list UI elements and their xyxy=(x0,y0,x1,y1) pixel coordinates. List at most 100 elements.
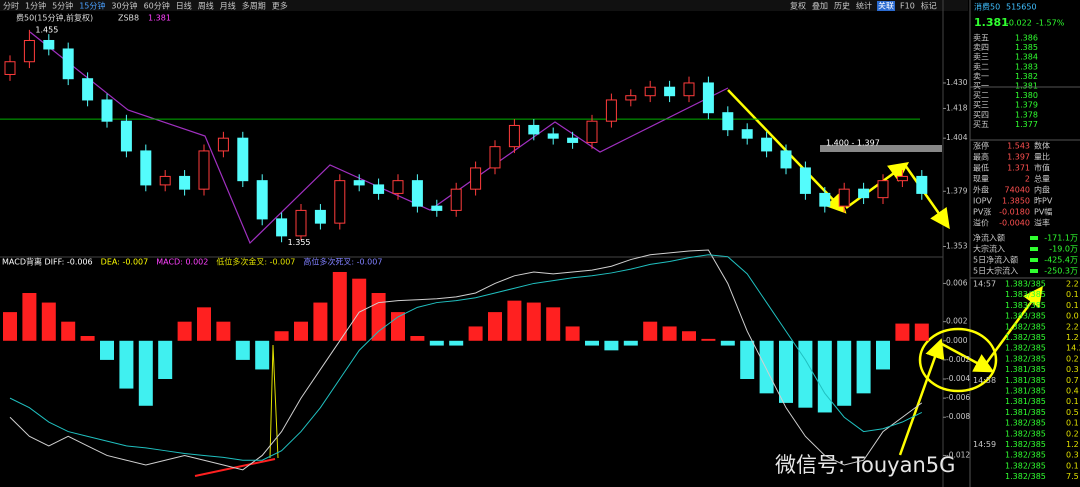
macd-bar xyxy=(856,340,871,394)
code: ZSB8 xyxy=(118,14,139,23)
tool-button[interactable]: 关联 xyxy=(878,1,894,11)
y-tick-label: -0.002 xyxy=(946,355,970,364)
period-tab[interactable]: 60分钟 xyxy=(144,1,170,11)
candle-body xyxy=(605,99,617,122)
period-tab[interactable]: 多周期 xyxy=(242,1,266,11)
flow-value: -250.3万 xyxy=(1044,267,1078,276)
y-tick-label: -0.004 xyxy=(946,374,970,383)
period-tab[interactable]: 1分钟 xyxy=(25,1,46,11)
period-tab[interactable]: 周线 xyxy=(198,1,214,11)
high-annotation: 1.455 xyxy=(35,25,58,34)
tool-button[interactable]: 历史 xyxy=(834,1,850,11)
candle-body xyxy=(664,86,676,97)
candle-body xyxy=(140,150,152,186)
tool-button[interactable]: 叠加 xyxy=(812,1,828,11)
y-tick-label: -0.012 xyxy=(946,450,970,459)
y-tick-label: 1.353 xyxy=(946,242,968,251)
candle-body xyxy=(101,99,113,122)
candle-body xyxy=(450,188,462,211)
tick-volume: 0.1 xyxy=(1066,397,1079,406)
macd-bar xyxy=(779,340,793,403)
macd-bar xyxy=(274,331,289,341)
candle-body xyxy=(159,175,171,186)
candle-body xyxy=(217,137,229,152)
y-tick-label: 1.430 xyxy=(946,78,968,87)
candle-body xyxy=(470,167,482,190)
candle-body xyxy=(741,129,753,139)
flow-label: 净流入额 xyxy=(973,233,1005,243)
tick-volume: 0.2 xyxy=(1066,429,1079,438)
book-label: 买一 xyxy=(973,82,989,91)
tick-price: 1.381/385 xyxy=(1005,365,1046,374)
y-tick-label: 1.404 xyxy=(946,133,968,142)
tool-button[interactable]: 复权 xyxy=(790,1,806,11)
macd-bar xyxy=(720,340,735,346)
period-tab[interactable]: 分时 xyxy=(3,1,19,11)
candle-body xyxy=(276,218,288,237)
macd-bar xyxy=(371,293,386,341)
macd-bar xyxy=(3,312,17,341)
tool-button[interactable]: 统计 xyxy=(856,1,872,11)
tick-time: 14:58 xyxy=(973,376,996,385)
macd-bar xyxy=(429,340,444,346)
tick-volume: 0.5 xyxy=(1066,408,1079,417)
macd-bar xyxy=(837,340,852,406)
candle-body xyxy=(4,61,16,75)
stat-value: 1.543 xyxy=(1007,142,1030,151)
stat-label: 最低 xyxy=(973,163,989,173)
macd-bar xyxy=(740,340,755,380)
tick-price: 1.383/385 xyxy=(1005,280,1046,289)
y-tick-label: 1.379 xyxy=(946,186,968,195)
period-tab[interactable]: 30分钟 xyxy=(111,1,137,11)
tick-volume: 0.0 xyxy=(1066,312,1079,321)
macd-bar xyxy=(604,340,619,351)
flow-bar xyxy=(1030,247,1038,251)
macd-bar xyxy=(585,340,599,346)
period-tab[interactable]: 日线 xyxy=(176,1,192,11)
candle-body xyxy=(411,180,423,207)
stat-value: -0.0180 xyxy=(999,208,1030,217)
book-label: 买二 xyxy=(973,91,989,100)
tick-volume: 0.3 xyxy=(1066,451,1079,460)
tick-time: 14:59 xyxy=(973,440,996,449)
annotation-arrows xyxy=(727,89,1043,456)
diff-line xyxy=(9,249,923,471)
candle-body xyxy=(431,205,443,211)
macd-legend: 低位多次金叉: -0.007 xyxy=(216,257,295,267)
tick-volume: 1.2 xyxy=(1066,440,1079,449)
tick-time: 14:57 xyxy=(973,280,996,289)
tick-price: 1.381/385 xyxy=(1005,397,1046,406)
book-label: 卖二 xyxy=(973,62,989,71)
period-tab[interactable]: 5分钟 xyxy=(52,1,73,11)
macd-bar xyxy=(759,340,774,394)
arrow xyxy=(983,285,1043,366)
arrow xyxy=(939,341,995,373)
tool-button[interactable]: F10 xyxy=(900,2,915,11)
period-tab[interactable]: 15分钟 xyxy=(79,1,105,11)
macd-bar xyxy=(662,326,677,341)
arrow xyxy=(845,162,910,210)
tick-price: 1.382/385 xyxy=(1005,440,1046,449)
low-annotation: 1.355 xyxy=(288,238,311,247)
tick-price: 1.382/385 xyxy=(1005,354,1046,363)
flow-bar xyxy=(1030,236,1038,240)
book-price: 1.384 xyxy=(1015,53,1038,62)
tick-volume: 0.1 xyxy=(1066,290,1079,299)
candle-body xyxy=(295,209,307,237)
candle-body xyxy=(353,180,365,186)
candle-body xyxy=(256,180,268,220)
tick-volume: 0.1 xyxy=(1066,301,1079,310)
period-tab[interactable]: 更多 xyxy=(272,1,288,11)
tick-price: 1.383/385 xyxy=(1005,312,1046,321)
macd-bar xyxy=(468,326,483,341)
flow-bar xyxy=(1030,269,1038,273)
tool-button[interactable]: 标记 xyxy=(921,1,937,11)
y-tick-label: -0.006 xyxy=(946,393,970,402)
stat-value: 74040 xyxy=(1005,186,1030,195)
book-label: 买四 xyxy=(973,110,989,119)
macd-bar xyxy=(22,293,37,341)
candle-body xyxy=(179,175,191,190)
period-tab[interactable]: 月线 xyxy=(220,1,236,11)
